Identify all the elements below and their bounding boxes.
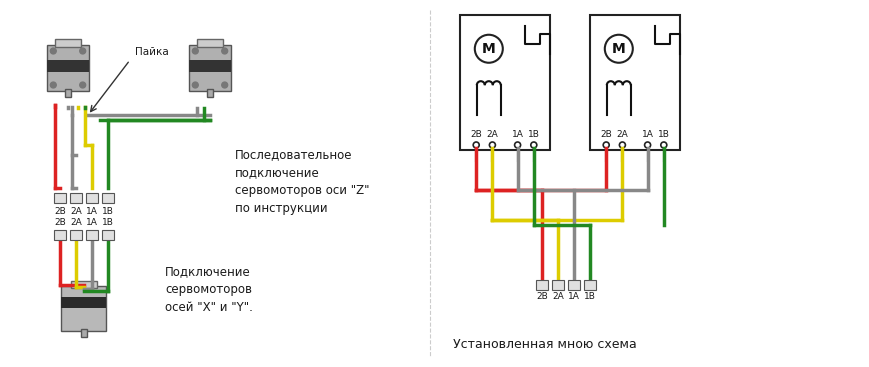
Circle shape: [530, 142, 536, 148]
Circle shape: [604, 35, 632, 63]
Text: 2A: 2A: [552, 292, 563, 301]
Text: 1A: 1A: [641, 130, 653, 139]
Text: Установленная мною схема: Установленная мною схема: [453, 338, 636, 352]
Text: 2A: 2A: [486, 130, 498, 139]
Bar: [81, 329, 87, 337]
Bar: [62, 286, 106, 331]
Text: 2B: 2B: [54, 207, 66, 217]
Circle shape: [660, 142, 666, 148]
Bar: [62, 297, 106, 308]
Text: 1A: 1A: [86, 218, 98, 227]
Bar: [589, 15, 680, 150]
Circle shape: [644, 142, 650, 148]
Bar: [71, 280, 96, 288]
Text: 1B: 1B: [102, 207, 114, 217]
Bar: [70, 193, 82, 203]
Text: Последовательное
подключение
сервомоторов оси "Z"
по инструкции: Последовательное подключение сервомоторо…: [235, 148, 369, 215]
Bar: [56, 39, 81, 47]
Text: 2B: 2B: [600, 130, 612, 139]
Circle shape: [192, 48, 198, 54]
Bar: [70, 230, 82, 240]
Bar: [189, 45, 231, 91]
Circle shape: [474, 35, 502, 63]
Circle shape: [50, 82, 56, 88]
Bar: [189, 59, 231, 72]
Circle shape: [514, 142, 520, 148]
Bar: [102, 230, 114, 240]
Circle shape: [619, 142, 625, 148]
Circle shape: [489, 142, 494, 148]
Text: Подключение
сервомоторов
осей "X" и "Y".: Подключение сервомоторов осей "X" и "Y".: [165, 265, 253, 314]
Text: Пайка: Пайка: [135, 47, 169, 57]
Text: 2A: 2A: [616, 130, 627, 139]
Circle shape: [473, 142, 479, 148]
Bar: [460, 15, 549, 150]
Circle shape: [80, 82, 85, 88]
Bar: [207, 89, 213, 97]
Bar: [47, 59, 89, 72]
Bar: [551, 280, 563, 290]
Text: 1B: 1B: [657, 130, 669, 139]
Text: 1B: 1B: [527, 130, 539, 139]
Circle shape: [222, 82, 228, 88]
Bar: [567, 280, 580, 290]
Text: 2B: 2B: [54, 218, 66, 227]
Circle shape: [222, 48, 228, 54]
Text: 1B: 1B: [102, 218, 114, 227]
Circle shape: [80, 48, 85, 54]
Circle shape: [602, 142, 608, 148]
Bar: [47, 45, 89, 91]
Bar: [102, 193, 114, 203]
Text: M: M: [481, 42, 495, 56]
Text: 1A: 1A: [86, 207, 98, 217]
Bar: [54, 230, 66, 240]
Text: 1B: 1B: [583, 292, 595, 301]
Bar: [197, 39, 222, 47]
Bar: [86, 193, 98, 203]
Circle shape: [50, 48, 56, 54]
Bar: [535, 280, 547, 290]
Text: M: M: [611, 42, 625, 56]
Bar: [583, 280, 595, 290]
Bar: [86, 230, 98, 240]
Bar: [64, 89, 71, 97]
Text: 2A: 2A: [70, 207, 82, 217]
Text: 2B: 2B: [535, 292, 547, 301]
Text: 1A: 1A: [511, 130, 523, 139]
Text: 2A: 2A: [70, 218, 82, 227]
Text: 1A: 1A: [567, 292, 580, 301]
Text: 2B: 2B: [470, 130, 481, 139]
Bar: [54, 193, 66, 203]
Circle shape: [192, 82, 198, 88]
